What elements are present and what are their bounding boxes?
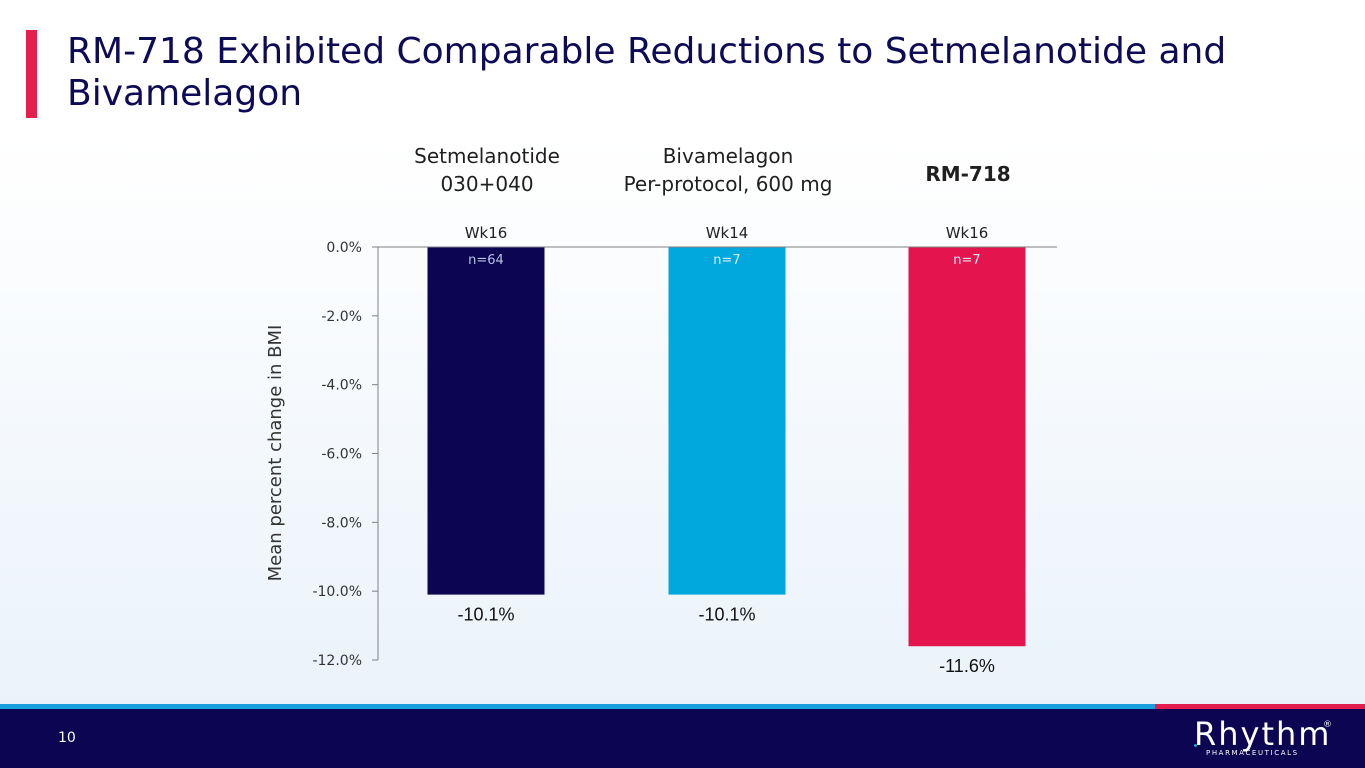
data-label: -10.1% <box>698 605 755 625</box>
group-header-line1: Setmelanotide <box>414 144 560 168</box>
page-title: RM-718 Exhibited Comparable Reductions t… <box>67 31 1227 114</box>
data-label: -11.6% <box>939 656 995 676</box>
group-header-line1: Bivamelagon <box>662 144 794 168</box>
bar <box>908 247 1026 647</box>
y-tick-label: -4.0% <box>321 378 362 394</box>
sample-size-label: n=7 <box>713 253 740 268</box>
y-tick-label: -8.0% <box>321 515 362 531</box>
y-tick-label: 0.0% <box>326 240 362 256</box>
bar-chart: 0.0% -2.0% -4.0% -6.0% -8.0% -10.0% -12.0% Mean… <box>265 224 1057 676</box>
footer-stripe-red <box>1155 704 1365 709</box>
week-label: Wk16 <box>465 224 508 242</box>
group-header-rm718: RM-718 <box>925 160 1010 188</box>
sample-size-label: n=7 <box>953 253 980 268</box>
sample-size-label: n=64 <box>468 253 504 268</box>
group-header-setmelanotide: Setmelanotide 030+040 <box>414 142 560 198</box>
y-axis-title: Mean percent change in BMI <box>265 325 286 582</box>
y-tick-label: -6.0% <box>321 447 362 463</box>
group-header-line2: Per-protocol, 600 mg <box>623 172 833 196</box>
data-label: -10.1% <box>457 605 514 625</box>
bar <box>668 247 786 595</box>
y-tick-label: -2.0% <box>321 309 362 325</box>
bar <box>427 247 545 595</box>
logo-dot-icon <box>1194 744 1197 747</box>
page-number: 10 <box>58 730 76 746</box>
group-header-line1: RM-718 <box>925 162 1011 186</box>
group-header-bivamelagon: Bivamelagon Per-protocol, 600 mg <box>624 142 833 198</box>
y-tick-label: -10.0% <box>312 584 362 600</box>
week-label: Wk14 <box>706 224 749 242</box>
group-header-line2: 030+040 <box>440 172 534 196</box>
y-tick-label: -12.0% <box>312 653 362 669</box>
rhythm-logo: Rhythm ® PHARMACEUTICALS <box>1190 716 1340 762</box>
logo-subtext: PHARMACEUTICALS <box>1206 749 1299 757</box>
logo-registered-mark: ® <box>1323 720 1332 730</box>
footer: 10 Rhythm ® PHARMACEUTICALS <box>0 704 1365 768</box>
logo-wordmark: Rhythm <box>1194 715 1332 753</box>
title-accent-bar <box>26 30 37 118</box>
footer-stripe-blue <box>0 704 1155 709</box>
week-label: Wk16 <box>946 224 989 242</box>
